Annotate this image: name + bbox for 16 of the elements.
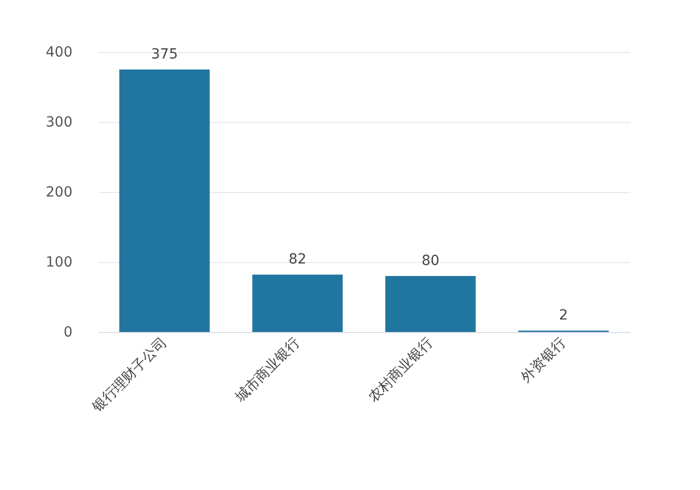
y-tick-label: 100 — [46, 254, 72, 270]
bar — [252, 274, 343, 332]
data-label: 375 — [151, 46, 178, 62]
y-tick-label: 0 — [64, 324, 72, 340]
bar — [119, 70, 210, 332]
x-tick-label: 城市商业银行 — [232, 334, 304, 406]
x-tick-label: 外资银行 — [518, 334, 570, 386]
y-tick-label: 400 — [46, 44, 72, 60]
data-label: 82 — [288, 252, 306, 268]
y-tick-label: 200 — [46, 184, 72, 200]
y-tick-label: 300 — [46, 114, 72, 130]
x-tick-label: 农村商业银行 — [365, 334, 436, 406]
data-label: 80 — [422, 253, 440, 269]
data-label: 2 — [559, 308, 568, 324]
bar — [385, 276, 476, 332]
x-tick-label: 银行理财子公司 — [88, 334, 170, 416]
